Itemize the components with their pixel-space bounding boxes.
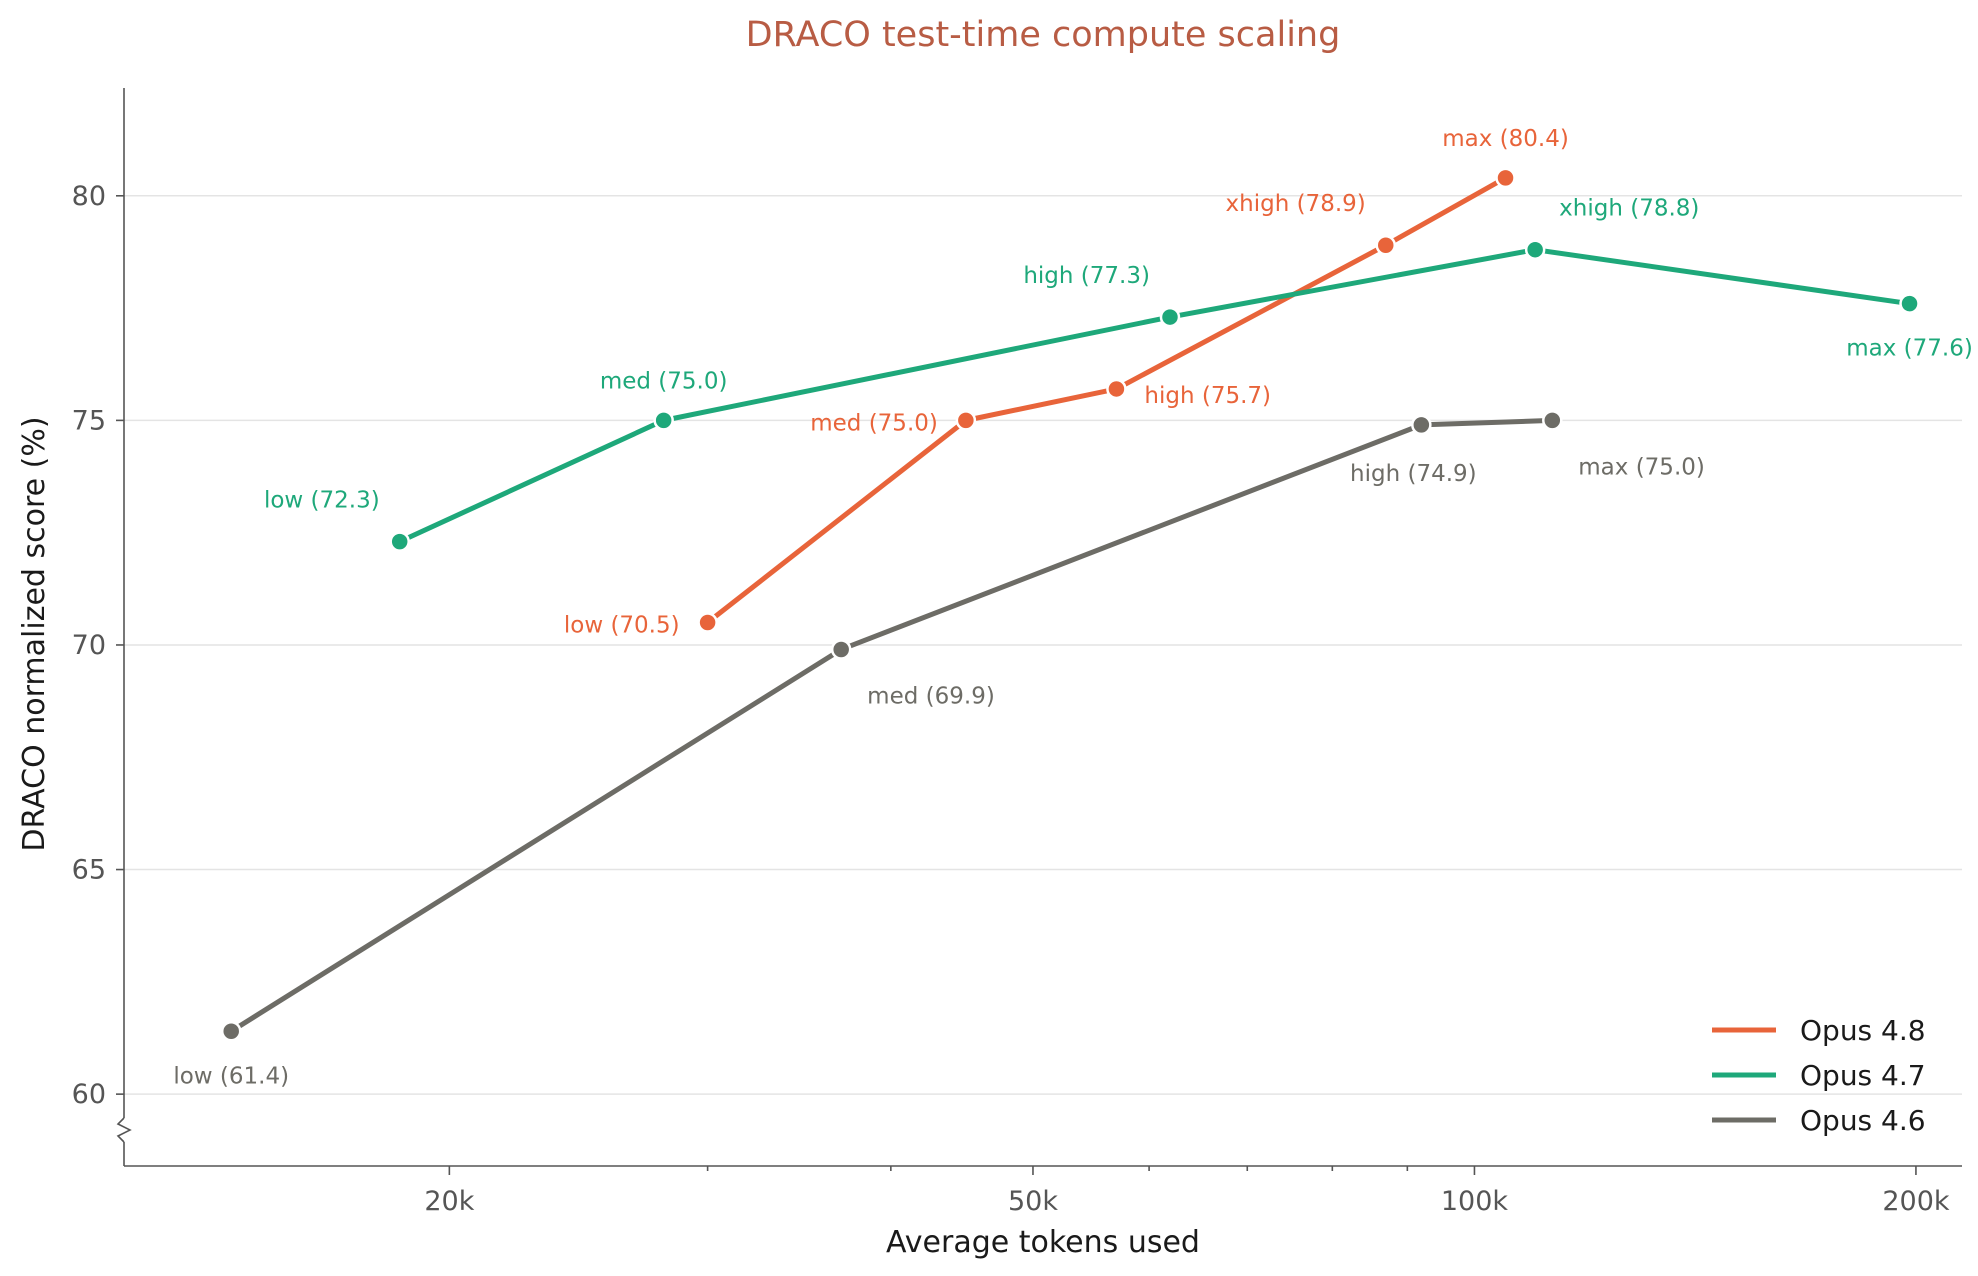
y-axis-break-icon (116, 1117, 132, 1143)
chart-title: DRACO test-time compute scaling (746, 15, 1341, 55)
point-label: low (72.3) (264, 488, 380, 514)
legend: Opus 4.8 Opus 4.7 Opus 4.6 (1712, 1014, 1926, 1137)
data-point (830, 639, 852, 660)
legend-label: Opus 4.7 (1800, 1059, 1926, 1092)
data-point (1524, 239, 1546, 260)
point-label: max (77.6) (1846, 336, 1973, 362)
data-point (1411, 414, 1432, 436)
point-label: max (80.4) (1442, 126, 1569, 152)
point-label: med (75.0) (600, 368, 728, 394)
point-label: med (75.0) (810, 410, 938, 436)
x-tick-label: 50k (1008, 1186, 1058, 1217)
point-labels: low (70.5) med (75.0) high (75.7) xhigh (78… (173, 126, 1972, 1089)
point-label: low (61.4) (173, 1063, 289, 1089)
data-point (1542, 410, 1563, 431)
y-tick-label: 75 (72, 405, 106, 436)
x-tick-label: 200k (1882, 1186, 1950, 1217)
legend-label: Opus 4.8 (1800, 1014, 1926, 1047)
series-line (228, 417, 1555, 1034)
data-point (653, 410, 674, 431)
y-axis-label: DRACO normalized score (%) (17, 416, 52, 851)
point-label: high (77.3) (1023, 263, 1150, 289)
data-point (1159, 306, 1181, 328)
gridlines (124, 195, 1962, 1095)
y-tick-label: 60 (72, 1079, 106, 1110)
data-point (1106, 378, 1127, 400)
series-opus-4-7 (389, 239, 1920, 552)
legend-label: Opus 4.6 (1800, 1104, 1926, 1137)
point-label: xhigh (78.9) (1226, 191, 1366, 217)
axes: 60 65 70 75 80 20k 50k 100k 200k (72, 88, 1962, 1217)
data-point (1495, 167, 1516, 189)
data-point (697, 612, 718, 633)
data-point (220, 1021, 242, 1042)
data-point (1899, 293, 1920, 314)
y-tick-label: 65 (72, 855, 106, 886)
point-label: low (70.5) (564, 613, 680, 639)
y-tick-label: 70 (72, 630, 106, 661)
point-label: xhigh (78.8) (1559, 196, 1699, 222)
data-point (955, 410, 977, 431)
x-axis-label: Average tokens used (886, 1225, 1200, 1260)
point-label: high (74.9) (1350, 461, 1477, 487)
series-opus-4-8 (697, 167, 1516, 633)
x-tick-label: 20k (424, 1186, 474, 1217)
x-tick-label: 100k (1441, 1186, 1509, 1217)
series-opus-4-6 (220, 410, 1563, 1042)
series-lines (220, 167, 1920, 1042)
point-label: med (69.9) (867, 683, 995, 709)
point-label: high (75.7) (1144, 383, 1271, 409)
data-point (389, 531, 410, 552)
y-tick-label: 80 (72, 181, 106, 212)
data-point (1375, 234, 1397, 256)
point-label: max (75.0) (1578, 454, 1705, 480)
